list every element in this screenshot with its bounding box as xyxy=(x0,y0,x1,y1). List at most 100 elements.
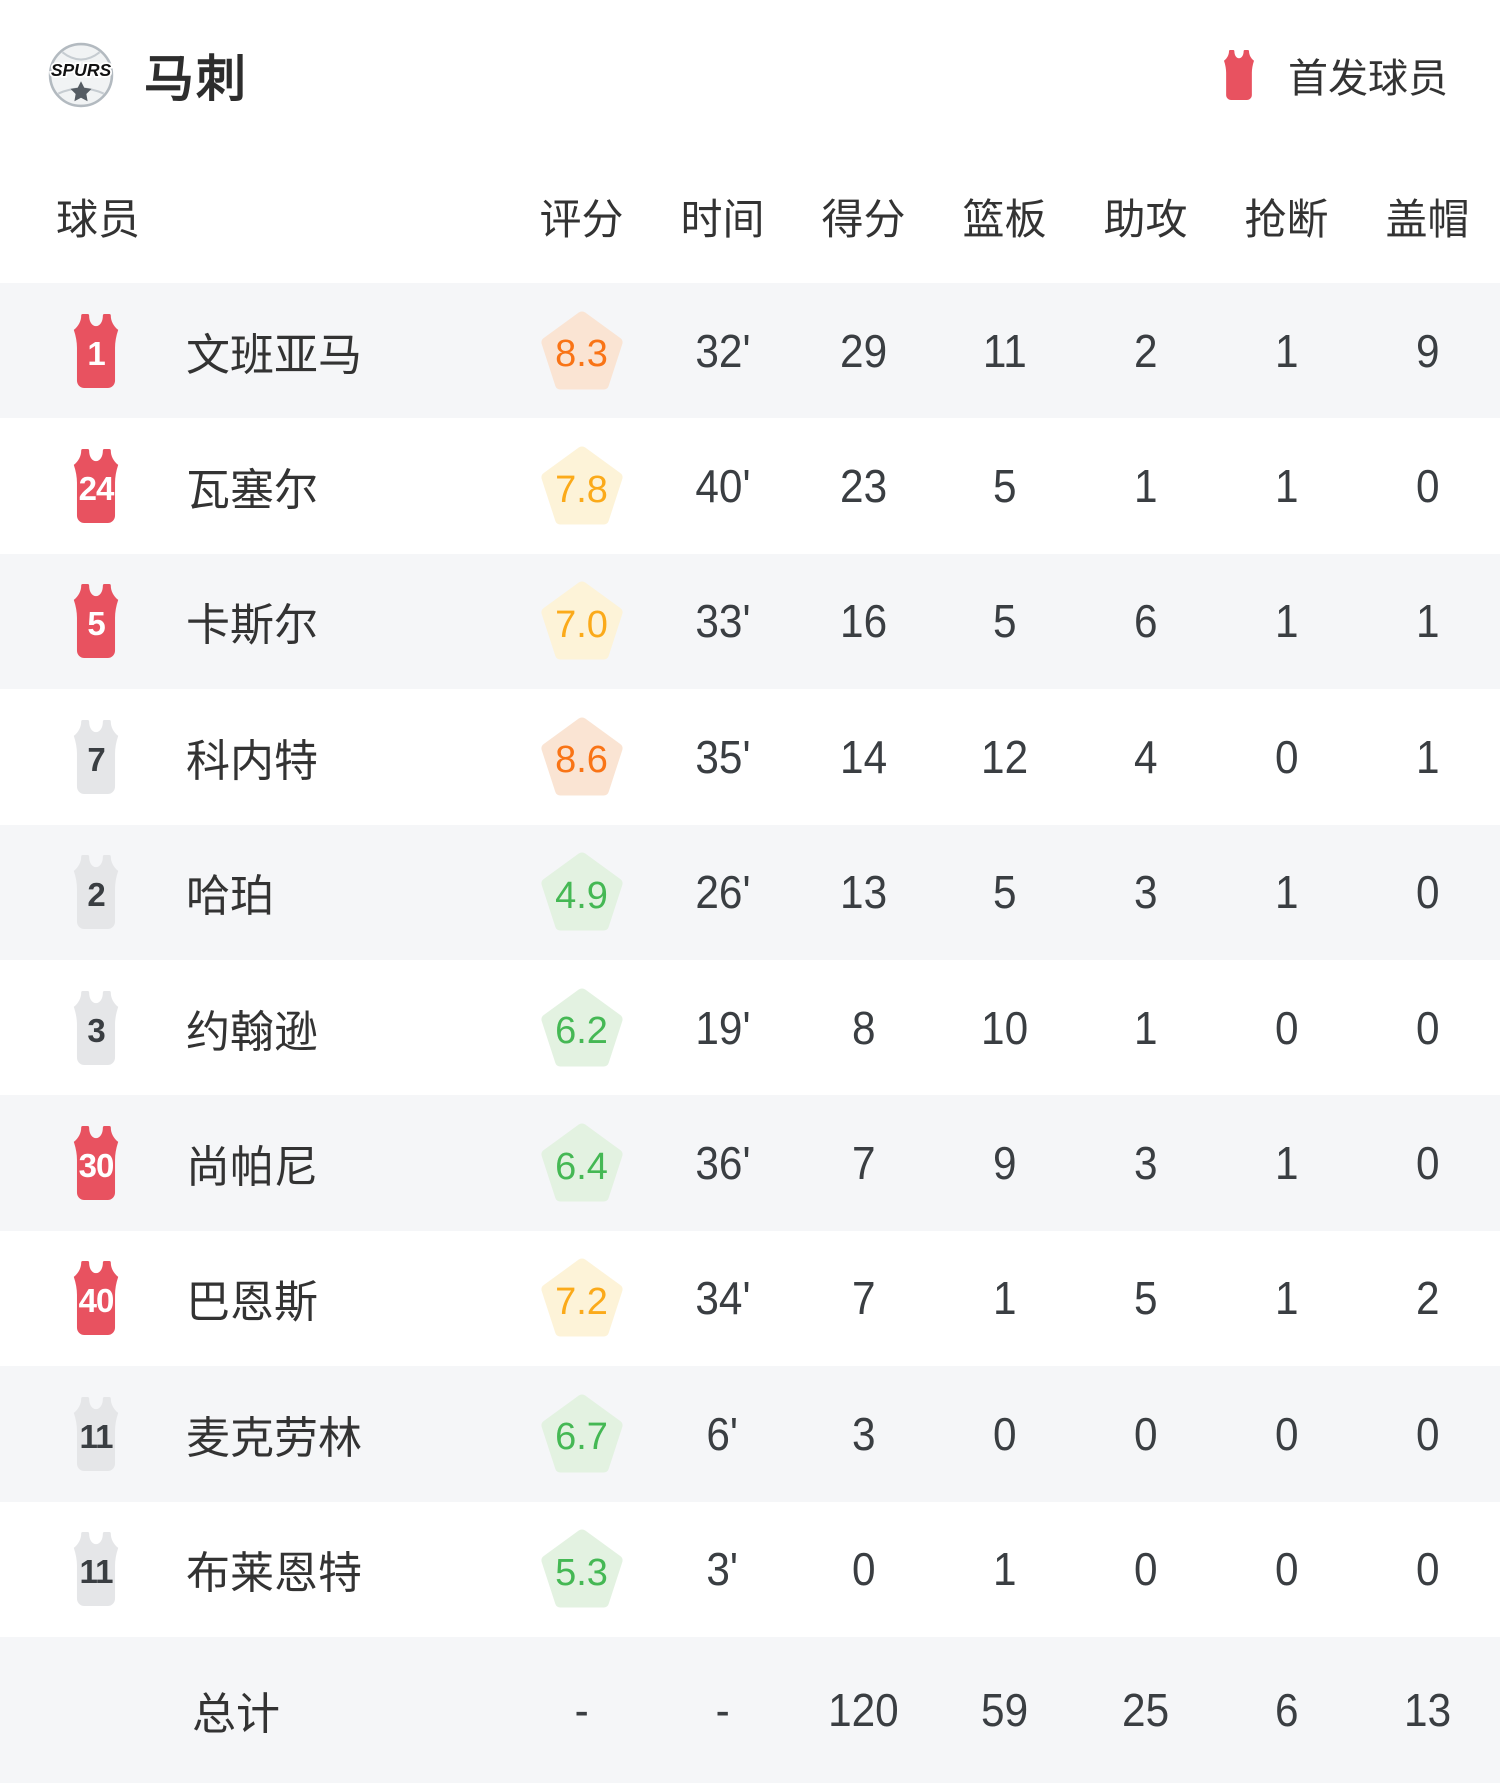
stat-assists: 0 xyxy=(1133,1407,1158,1460)
jersey-number: 7 xyxy=(87,740,105,778)
stat-time: 19' xyxy=(694,1001,751,1054)
total-points: 120 xyxy=(828,1683,899,1736)
stat-points: 7 xyxy=(851,1272,876,1325)
stat-time: 34' xyxy=(694,1272,751,1325)
rating-badge: 5.3 xyxy=(540,1529,624,1609)
stat-blocks: 0 xyxy=(1415,1543,1440,1596)
stat-points: 13 xyxy=(839,866,888,919)
jersey-number: 11 xyxy=(79,1553,114,1591)
spurs-logo-icon: SPURS xyxy=(48,42,113,108)
stat-steals: 0 xyxy=(1274,1543,1299,1596)
table-row[interactable]: 40 巴恩斯 7.2 34' 7 1 5 1 2 xyxy=(0,1231,1500,1366)
player-name: 麦克劳林 xyxy=(186,1413,362,1463)
table-row[interactable]: 1 文班亚马 8.3 32' 29 11 2 1 9 xyxy=(0,283,1500,419)
table-row[interactable]: 11 麦克劳林 6.7 6' 3 0 0 0 0 xyxy=(0,1366,1500,1502)
col-header-blocks: 盖帽 xyxy=(1385,196,1470,243)
team-title: 马刺 xyxy=(144,51,248,107)
stat-time: 36' xyxy=(694,1137,751,1190)
player-name: 布莱恩特 xyxy=(186,1549,362,1599)
starter-legend-label: 首发球员 xyxy=(1288,57,1448,101)
jersey-icon: 7 xyxy=(62,719,130,794)
stat-points: 16 xyxy=(839,595,888,648)
player-name: 卡斯尔 xyxy=(186,601,318,651)
jersey-number: 30 xyxy=(78,1146,115,1184)
jersey-icon: 3 xyxy=(62,990,130,1065)
stat-assists: 4 xyxy=(1133,730,1158,783)
stat-points: 29 xyxy=(839,324,888,377)
stat-points: 0 xyxy=(851,1543,876,1596)
jersey-icon: 1 xyxy=(62,313,130,388)
stat-points: 3 xyxy=(851,1407,876,1460)
spurs-logo-text: SPURS xyxy=(51,60,112,80)
jersey-number: 3 xyxy=(87,1011,105,1049)
jersey-icon: 11 xyxy=(62,1396,130,1471)
rating-value: 6.4 xyxy=(555,1145,608,1188)
stat-rebounds: 12 xyxy=(980,730,1029,783)
stat-points: 14 xyxy=(839,730,888,783)
jersey-number: 11 xyxy=(79,1417,114,1455)
total-steals: 6 xyxy=(1274,1683,1299,1736)
player-name: 约翰逊 xyxy=(186,1007,318,1057)
total-rating: - xyxy=(574,1683,589,1736)
jersey-number: 40 xyxy=(78,1282,115,1320)
total-rebounds: 59 xyxy=(980,1683,1029,1736)
stat-assists: 6 xyxy=(1133,595,1158,648)
panel-header: SPURS 马刺 首发球员 xyxy=(0,0,1500,150)
stat-blocks: 0 xyxy=(1415,1001,1440,1054)
table-row[interactable]: 11 布莱恩特 5.3 3' 0 1 0 0 0 xyxy=(0,1502,1500,1637)
jersey-number: 2 xyxy=(87,876,105,914)
jersey-icon: 24 xyxy=(62,449,130,524)
col-header-rebounds: 篮板 xyxy=(962,196,1047,243)
table-row[interactable]: 24 瓦塞尔 7.8 40' 23 5 1 1 0 xyxy=(0,418,1500,553)
stat-assists: 1 xyxy=(1133,1001,1158,1054)
total-assists: 25 xyxy=(1121,1683,1170,1736)
jersey-icon: 11 xyxy=(62,1532,130,1607)
player-name: 科内特 xyxy=(186,736,318,786)
stat-steals: 1 xyxy=(1274,324,1299,377)
stat-rebounds: 11 xyxy=(982,324,1027,377)
table-row[interactable]: 3 约翰逊 6.2 19' 8 10 1 0 0 xyxy=(0,960,1500,1095)
stat-points: 8 xyxy=(851,1001,876,1054)
col-header-time: 时间 xyxy=(680,196,765,243)
rating-value: 4.9 xyxy=(555,874,608,917)
stat-blocks: 2 xyxy=(1415,1272,1440,1325)
jersey-number: 24 xyxy=(78,470,115,508)
total-blocks: 13 xyxy=(1403,1683,1452,1736)
player-name: 巴恩斯 xyxy=(186,1278,318,1328)
rating-badge: 7.0 xyxy=(540,581,624,661)
stat-time: 3' xyxy=(706,1543,739,1596)
table-header-row: 球员 评分 时间 得分 篮板 助攻 抢断 盖帽 xyxy=(0,150,1500,283)
total-label: 总计 xyxy=(192,1689,280,1739)
stat-blocks: 0 xyxy=(1415,866,1440,919)
jersey-icon: 5 xyxy=(62,584,130,659)
stat-time: 35' xyxy=(694,730,751,783)
stat-steals: 1 xyxy=(1274,1272,1299,1325)
stat-rebounds: 1 xyxy=(992,1272,1017,1325)
stat-rebounds: 10 xyxy=(980,1001,1029,1054)
rating-badge: 7.2 xyxy=(540,1258,624,1338)
table-row[interactable]: 5 卡斯尔 7.0 33' 16 5 6 1 1 xyxy=(0,553,1500,690)
table-row[interactable]: 2 哈珀 4.9 26' 13 5 3 1 0 xyxy=(0,824,1500,960)
table-row[interactable]: 30 尚帕尼 6.4 36' 7 9 3 1 0 xyxy=(0,1095,1500,1231)
player-name: 文班亚马 xyxy=(186,330,362,380)
player-rows: 1 文班亚马 8.3 32' 29 11 2 1 9 24 瓦塞尔 7.8 xyxy=(0,283,1500,1637)
stat-blocks: 1 xyxy=(1415,730,1440,783)
starter-legend: 首发球员 xyxy=(1216,46,1448,104)
col-header-steals: 抢断 xyxy=(1244,196,1329,243)
stat-time: 40' xyxy=(694,460,751,513)
stat-blocks: 9 xyxy=(1415,324,1440,377)
stat-blocks: 0 xyxy=(1415,460,1440,513)
table-row[interactable]: 7 科内特 8.6 35' 14 12 4 0 1 xyxy=(0,689,1500,824)
team-header: SPURS 马刺 xyxy=(48,39,248,111)
stat-blocks: 0 xyxy=(1415,1137,1440,1190)
stat-assists: 2 xyxy=(1133,324,1158,377)
starter-jersey-icon xyxy=(1216,50,1262,100)
stat-blocks: 0 xyxy=(1415,1407,1440,1460)
stat-steals: 0 xyxy=(1274,730,1299,783)
rating-value: 6.7 xyxy=(555,1416,608,1459)
stat-time: 32' xyxy=(694,324,751,377)
stat-steals: 1 xyxy=(1274,460,1299,513)
col-header-assists: 助攻 xyxy=(1103,196,1188,243)
stat-steals: 1 xyxy=(1274,1137,1299,1190)
rating-value: 7.8 xyxy=(555,468,608,511)
